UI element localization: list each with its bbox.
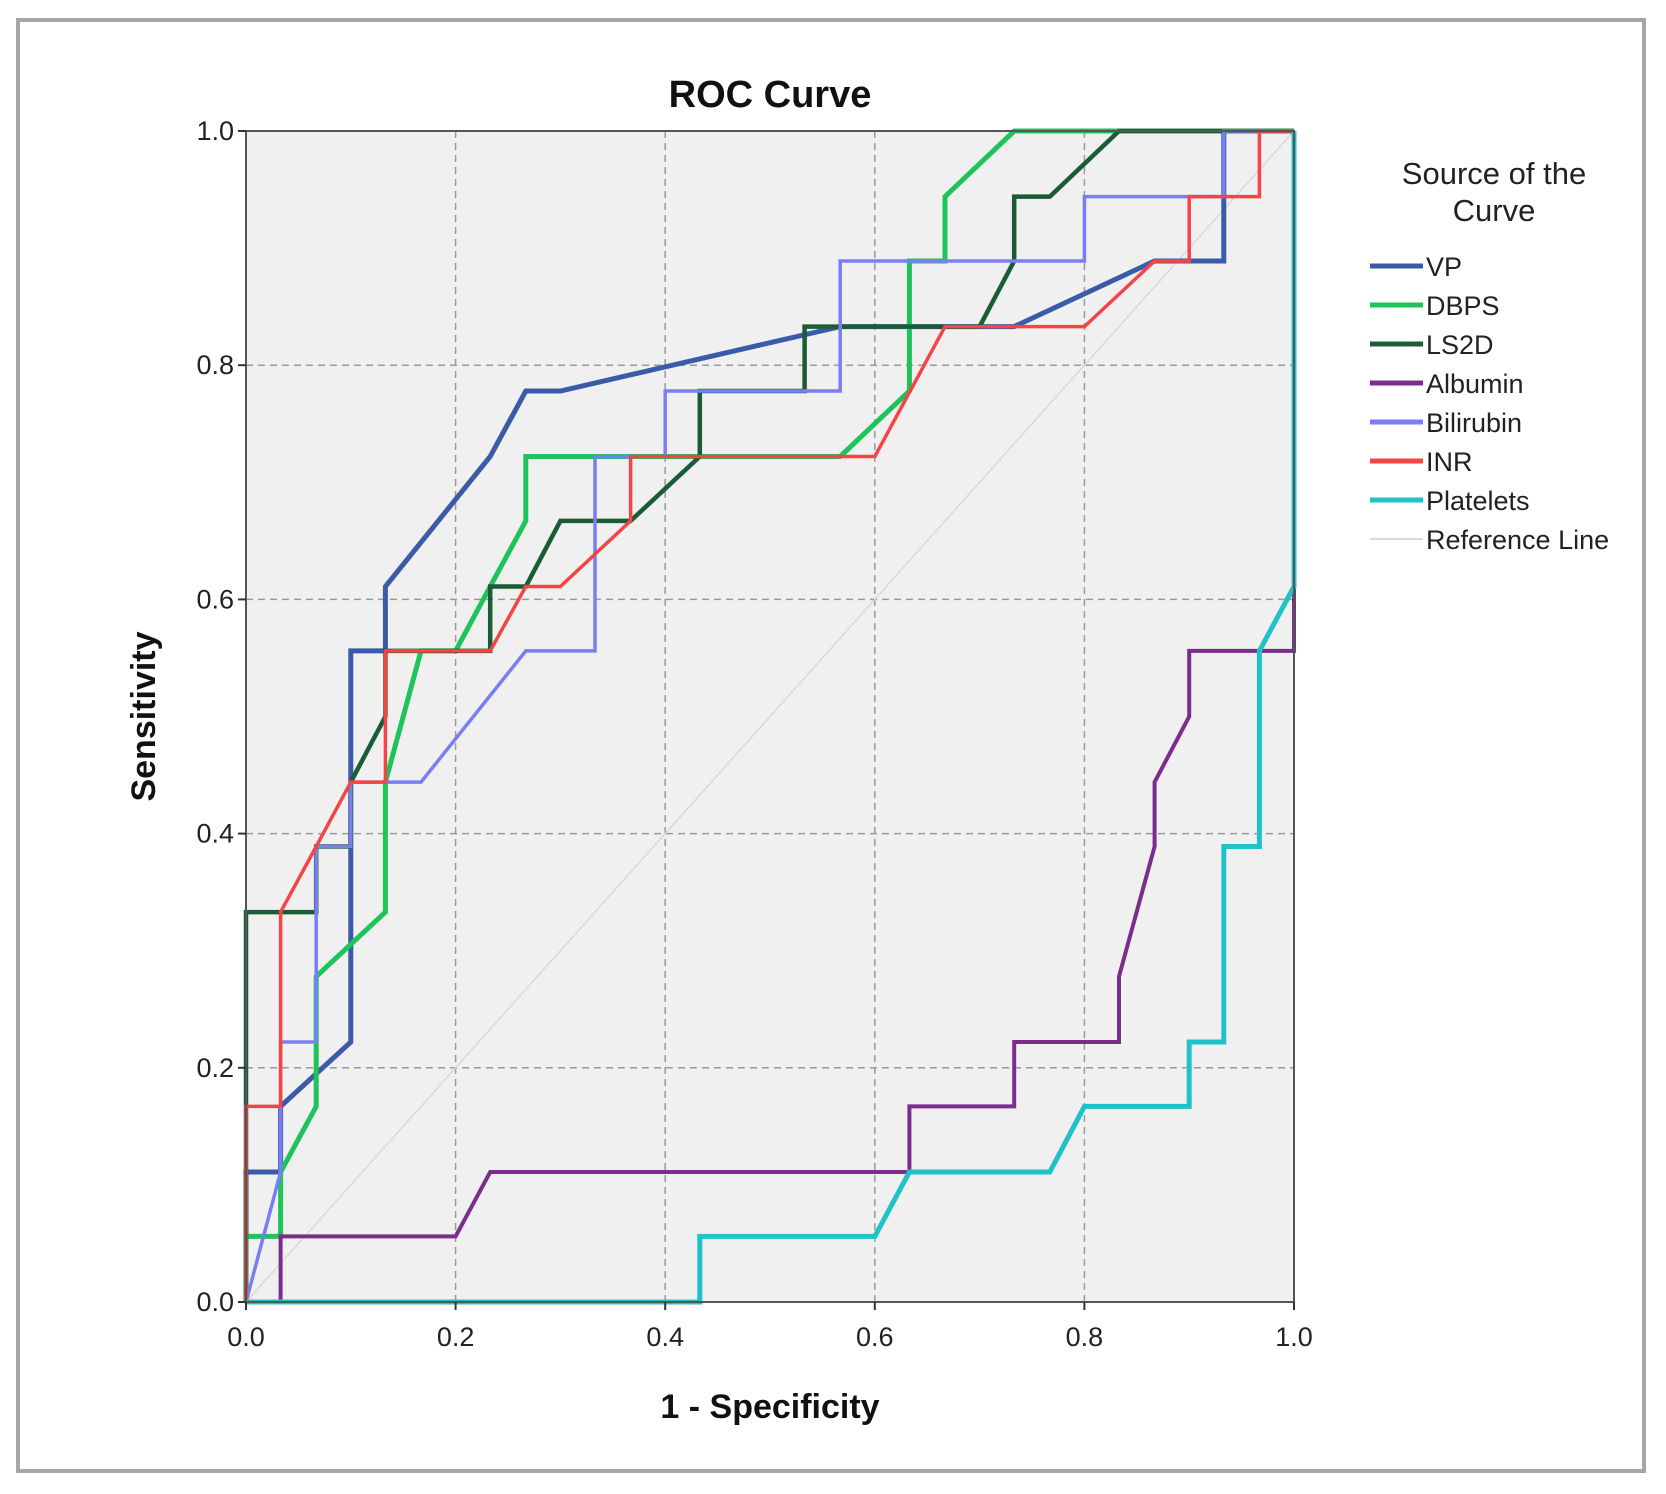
series-line-albumin (278, 131, 1296, 1302)
legend-item-albumin: Albumin (1370, 369, 1524, 399)
legend-label: DBPS (1426, 291, 1500, 321)
x-tick-label: 0.8 (1066, 1322, 1104, 1352)
legend-item-ls2d: LS2D (1370, 330, 1494, 360)
x-tick-label: 0.4 (646, 1322, 684, 1352)
series-line-reference-line (245, 130, 1295, 1303)
plot-border (245, 130, 1295, 1303)
y-tick-label: 0.6 (196, 584, 234, 614)
legend-label: INR (1426, 447, 1473, 477)
x-axis-ticks: 0.0 0.2 0.4 0.6 0.8 1.0 (227, 1302, 1313, 1352)
y-tick-label: 0.8 (196, 350, 234, 380)
legend-label: Albumin (1426, 369, 1524, 399)
legend-item-vp: VP (1370, 252, 1462, 282)
legend-label: Reference Line (1426, 525, 1609, 555)
x-tick-label: 0.2 (437, 1322, 475, 1352)
legend-label: LS2D (1426, 330, 1494, 360)
y-tick-label: 0.2 (196, 1053, 234, 1083)
chart-title: ROC Curve (669, 74, 872, 116)
legend-item-dbps: DBPS (1370, 291, 1500, 321)
x-axis-title: 1 - Specificity (660, 1388, 879, 1426)
x-tick-label: 1.0 (1275, 1322, 1313, 1352)
series-line-inr (244, 129, 1294, 1302)
y-axis-ticks: 0.0 0.2 0.4 0.6 0.8 1.0 (196, 116, 246, 1317)
y-axis-title: Sensitivity (125, 631, 163, 801)
legend-item-reference-line: Reference Line (1370, 525, 1609, 555)
y-tick-label: 0.0 (196, 1287, 234, 1317)
legend-item-bilirubin: Bilirubin (1370, 408, 1522, 438)
y-tick-label: 0.4 (196, 819, 234, 849)
legend-item-platelets: Platelets (1370, 486, 1530, 516)
legend-items: VP DBPS LS2D Albumin Bilirubin INR Platelets Re… (1370, 252, 1609, 555)
legend-label: Bilirubin (1426, 408, 1522, 438)
y-tick-label: 1.0 (196, 116, 234, 146)
legend: Source of the Curve VP DBPS LS2D Albumin Bili… (1370, 156, 1609, 555)
legend-label: VP (1426, 252, 1462, 282)
series-line-platelets (246, 131, 1297, 1305)
legend-title-line: Source of the (1402, 156, 1586, 191)
legend-title: Source of the Curve (1402, 156, 1586, 228)
legend-title-line: Curve (1453, 193, 1536, 228)
legend-item-inr: INR (1370, 447, 1473, 477)
x-tick-label: 0.0 (227, 1322, 265, 1352)
legend-label: Platelets (1426, 486, 1530, 516)
x-tick-label: 0.6 (856, 1322, 894, 1352)
series-layer (243, 128, 1297, 1305)
